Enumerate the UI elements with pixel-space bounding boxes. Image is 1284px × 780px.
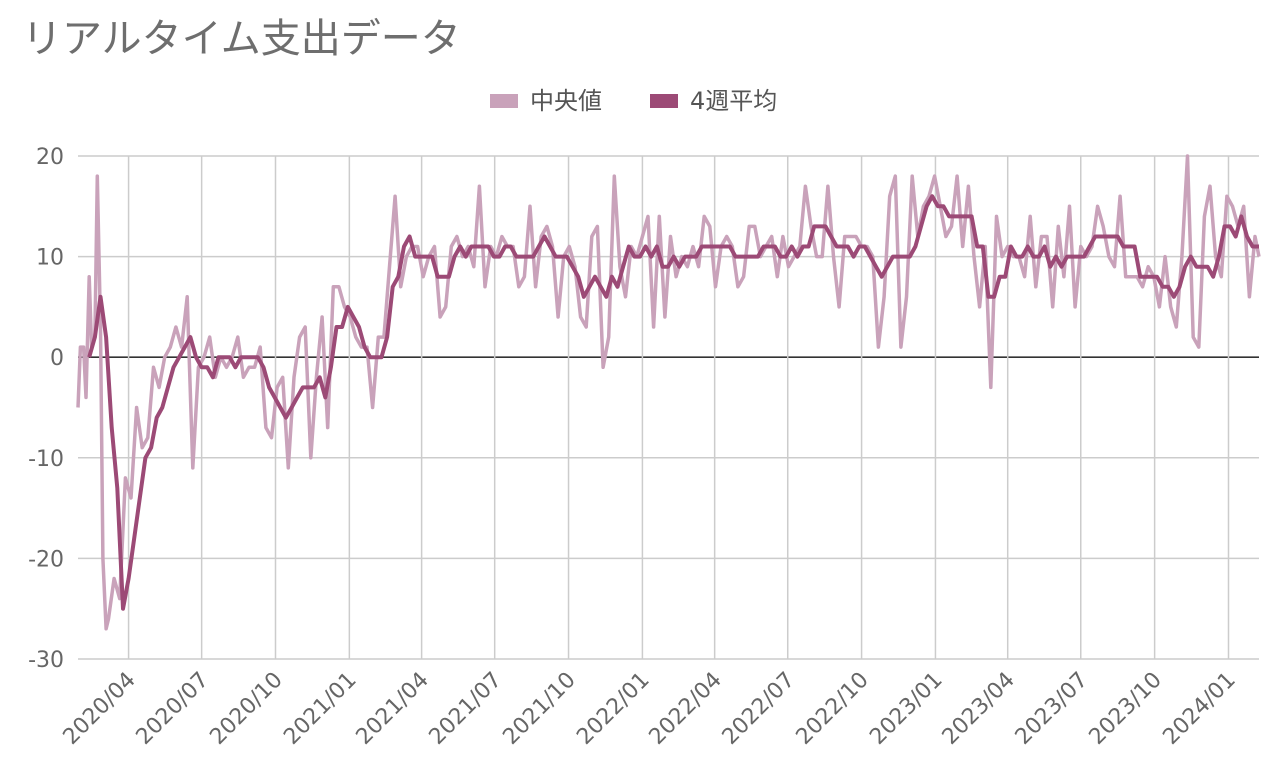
y-tick-label: 0: [50, 346, 64, 371]
y-tick-label: 10: [36, 246, 64, 271]
y-tick-label: 20: [36, 145, 64, 170]
x-tick-label: 2022/01: [572, 668, 654, 750]
x-tick-label: 2023/10: [1085, 668, 1167, 750]
y-tick-label: -30: [28, 648, 64, 673]
legend-label: 中央値: [530, 87, 602, 115]
x-tick-label: 2022/07: [718, 668, 800, 750]
x-axis: 2020/042020/072020/102021/012021/042021/…: [59, 668, 1241, 750]
x-tick-label: 2020/04: [59, 668, 141, 750]
x-tick-label: 2020/10: [205, 668, 287, 750]
legend-label: 4週平均: [690, 87, 777, 115]
y-tick-label: -20: [28, 547, 64, 572]
x-tick-label: 2023/07: [1011, 668, 1093, 750]
x-tick-label: 2021/10: [498, 668, 580, 750]
x-tick-label: 2021/01: [279, 668, 361, 750]
legend-swatch: [650, 94, 678, 108]
x-tick-label: 2023/01: [865, 668, 947, 750]
series-4week-avg-line: [87, 194, 1259, 611]
gridlines: [78, 155, 1259, 660]
y-tick-label: -10: [28, 447, 64, 472]
x-tick-label: 2021/07: [425, 668, 507, 750]
x-tick-label: 2023/04: [938, 668, 1020, 750]
x-tick-label: 2022/04: [645, 668, 727, 750]
x-tick-label: 2024/01: [1158, 668, 1240, 750]
y-axis: 20 10 0 -10 -20 -30: [28, 145, 64, 673]
x-tick-label: 2020/07: [132, 668, 214, 750]
chart-title: リアルタイム支出データ: [22, 16, 461, 62]
x-tick-label: 2022/10: [792, 668, 874, 750]
x-tick-label: 2021/04: [352, 668, 434, 750]
series-median-line: [76, 154, 1261, 631]
legend-swatch: [490, 94, 518, 108]
legend: 中央値 4週平均: [490, 87, 777, 115]
series-layer: [76, 154, 1261, 631]
